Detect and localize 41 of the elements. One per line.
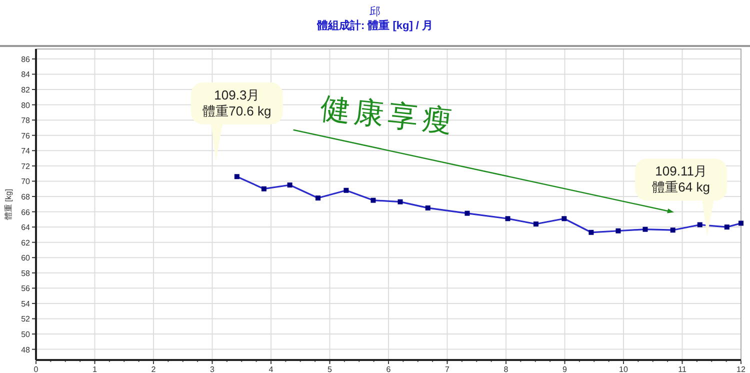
y-tick-label: 48 <box>21 345 31 354</box>
y-tick-label: 72 <box>21 162 31 171</box>
y-axis-title: 體重 [kg] <box>4 188 13 220</box>
x-tick-label: 2 <box>151 365 156 373</box>
annotation: 109.3月 <box>214 87 260 102</box>
x-tick-label: 9 <box>562 365 568 373</box>
x-tick-label: 6 <box>386 365 392 373</box>
x-tick-label: 12 <box>736 365 746 373</box>
y-tick-label: 58 <box>21 268 31 278</box>
y-tick-label: 62 <box>21 238 31 248</box>
y-tick-label: 74 <box>21 146 31 156</box>
annotation: 109.11月 <box>655 164 707 179</box>
y-tick-label: 66 <box>21 208 31 217</box>
x-tick-label: 8 <box>504 365 509 373</box>
annotation: 體重70.6 kg <box>202 103 272 118</box>
x-tick-label: 4 <box>268 365 274 373</box>
x-tick-label: 11 <box>678 365 687 373</box>
y-tick-label: 76 <box>21 131 31 140</box>
y-tick-label: 82 <box>21 86 31 94</box>
y-tick-label: 60 <box>21 254 31 263</box>
x-tick-label: 7 <box>445 365 450 373</box>
x-tick-label: 5 <box>328 365 333 373</box>
y-tick-label: 86 <box>21 54 31 64</box>
y-tick-label: 64 <box>21 223 31 232</box>
x-tick-label: 1 <box>92 365 98 373</box>
y-tick-label: 70 <box>21 177 31 186</box>
y-tick-label: 50 <box>21 330 31 340</box>
y-tick-label: 56 <box>21 284 31 294</box>
x-tick-label: 10 <box>619 365 628 373</box>
x-tick-label: 0 <box>34 365 39 373</box>
annotation: 健康享瘦 <box>318 92 458 140</box>
annotation: 體重64 kg <box>652 180 710 195</box>
chart-subtitle: 體組成計: 體重 [kg] / 月 <box>316 19 434 32</box>
y-tick-label: 84 <box>21 70 31 80</box>
y-tick-label: 54 <box>21 299 31 308</box>
y-tick-label: 78 <box>21 116 31 126</box>
y-tick-label: 80 <box>21 100 31 110</box>
y-tick-label: 68 <box>21 192 31 202</box>
y-tick-label: 52 <box>21 314 31 324</box>
chart-title: 邱 <box>370 6 380 18</box>
x-tick-label: 3 <box>210 365 216 373</box>
